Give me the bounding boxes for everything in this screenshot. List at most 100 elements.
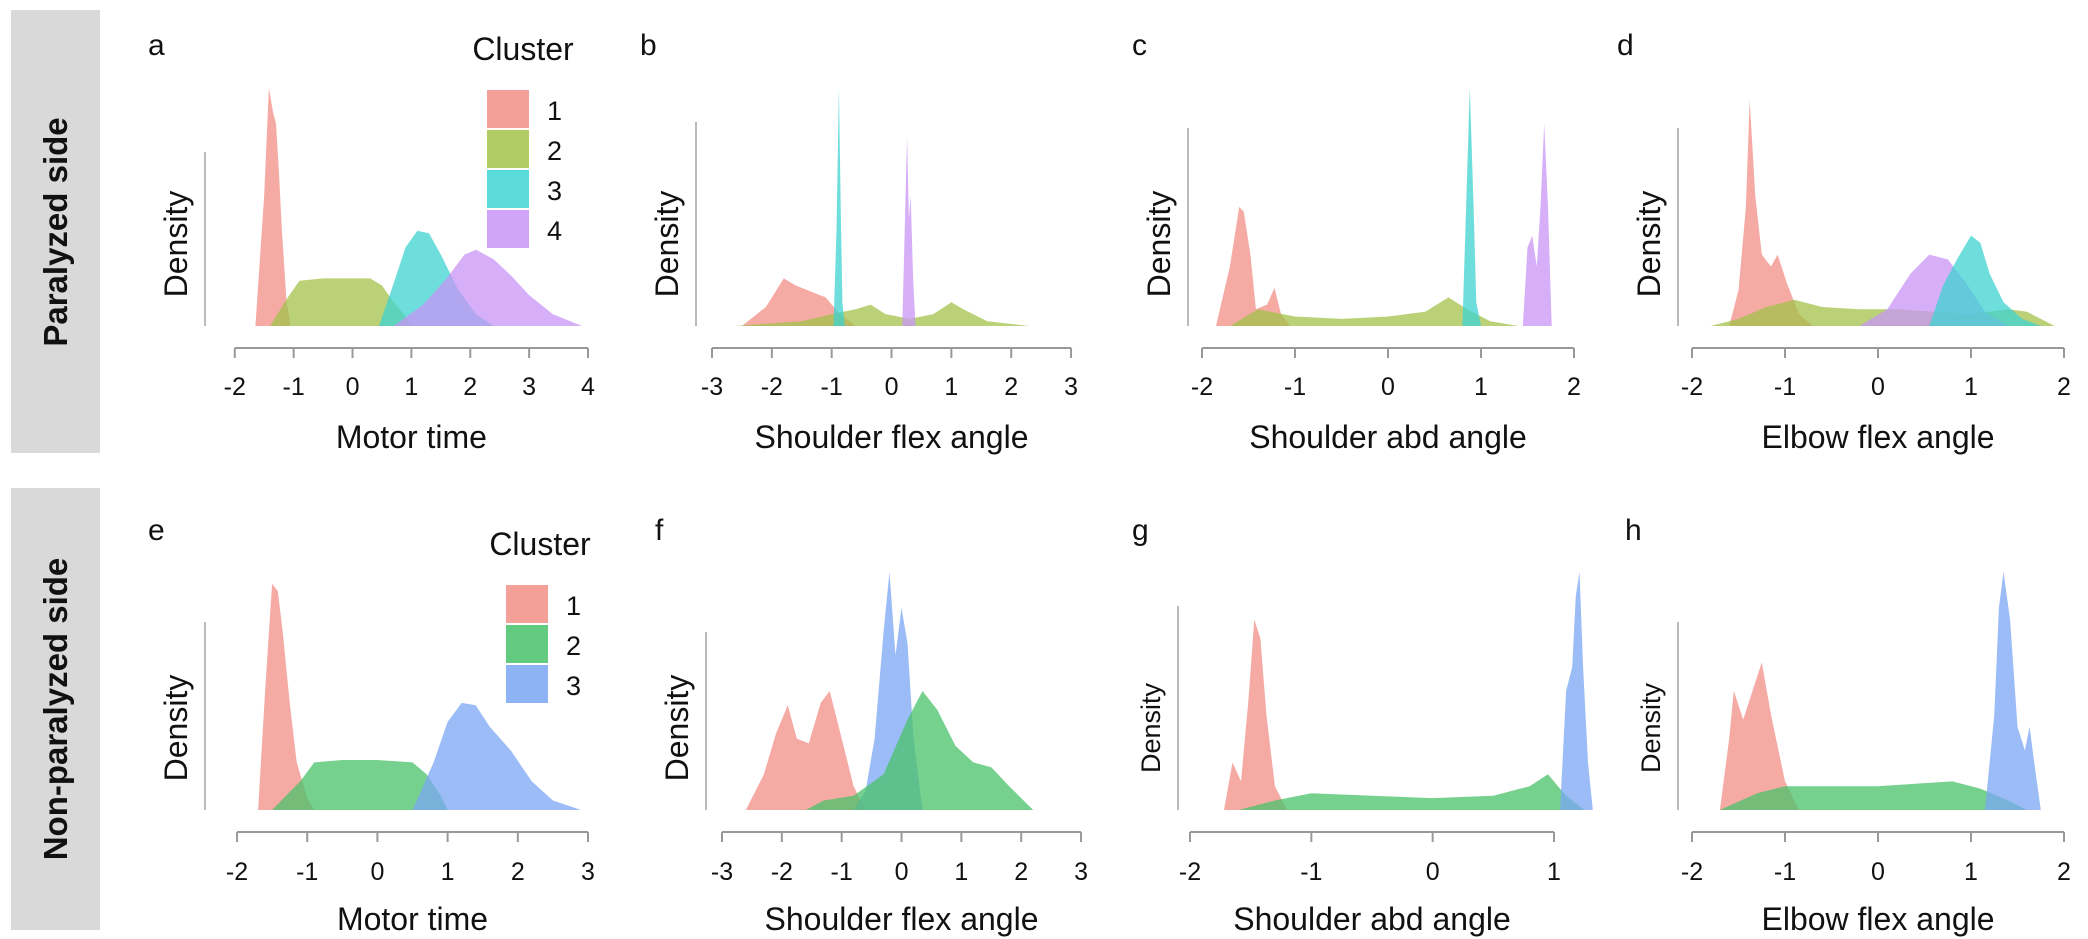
- legend-title: Cluster: [472, 31, 574, 67]
- x-tick-label: 0: [1871, 858, 1885, 886]
- x-tick-label: -1: [1774, 373, 1796, 401]
- legend-swatch-1: [506, 585, 548, 623]
- legend-label-2: 2: [566, 631, 581, 661]
- legend-swatch-3: [487, 170, 529, 208]
- x-tick-label: -1: [1284, 373, 1306, 401]
- panel-letter: g: [1132, 514, 1149, 547]
- panel-letter: f: [655, 514, 664, 547]
- legend-label-3: 3: [566, 671, 581, 701]
- density-area-cluster-3: [833, 88, 845, 326]
- x-tick-label: 0: [370, 858, 384, 886]
- legend-swatch-1: [487, 90, 529, 128]
- x-tick-label: 1: [441, 858, 455, 886]
- x-tick-label: 2: [1567, 373, 1581, 401]
- x-tick-label: 0: [1426, 858, 1440, 886]
- density-area-cluster-3: [1560, 572, 1593, 810]
- density-area-cluster-1: [258, 583, 315, 810]
- y-axis-label: Density: [1136, 682, 1166, 773]
- density-area-cluster-2: [272, 760, 448, 810]
- panel-f: -3 -2 -1 0 1 2 3 Shoulder flex angle Density f: [655, 514, 1088, 937]
- legend-label-4: 4: [547, 216, 562, 246]
- x-tick-label: 3: [1074, 858, 1088, 886]
- panel-letter: e: [148, 514, 165, 547]
- y-axis-label: Density: [1636, 682, 1666, 773]
- density-area-cluster-3: [1985, 572, 2041, 810]
- density-area-cluster-2: [1719, 781, 2027, 810]
- panel-letter: b: [640, 29, 657, 62]
- density-area-cluster-2: [1238, 774, 1585, 810]
- x-tick-label: -2: [1681, 373, 1703, 401]
- density-area-cluster-2: [1229, 297, 1519, 326]
- y-axis-label: Density: [158, 675, 194, 782]
- legend-non-paralyzed: Cluster 1 2 3: [489, 526, 591, 703]
- density-area-cluster-4: [393, 249, 583, 326]
- x-tick-label: 1: [404, 373, 418, 401]
- x-tick-label: 0: [1381, 373, 1395, 401]
- x-axis-label: Motor time: [337, 901, 488, 937]
- x-tick-label: 2: [1004, 373, 1018, 401]
- x-tick-label: -2: [226, 858, 248, 886]
- density-area-cluster-1: [1224, 619, 1288, 810]
- legend-swatch-2: [487, 130, 529, 168]
- x-tick-label: -1: [283, 373, 305, 401]
- x-axis-label: Elbow flex angle: [1761, 419, 1994, 455]
- x-tick-label: 0: [885, 373, 899, 401]
- x-axis-label: Elbow flex angle: [1761, 901, 1994, 937]
- panel-letter: h: [1625, 514, 1642, 547]
- x-axis-label: Motor time: [336, 419, 487, 455]
- x-tick-label: -1: [831, 858, 853, 886]
- legend-label-1: 1: [547, 96, 562, 126]
- y-axis-label: Density: [1631, 191, 1667, 298]
- x-tick-label: 2: [463, 373, 477, 401]
- y-axis-label: Density: [649, 191, 685, 298]
- x-tick-label: 3: [1064, 373, 1078, 401]
- panel-letter: c: [1132, 29, 1147, 62]
- panel-a: -2 -1 0 1 2 3 4 Motor time Density a: [148, 29, 595, 455]
- density-area-cluster-3: [1929, 235, 2041, 326]
- x-tick-label: -2: [771, 858, 793, 886]
- density-area-cluster-2: [805, 691, 1034, 810]
- density-area-cluster-1: [255, 88, 291, 326]
- x-axis-label: Shoulder abd angle: [1233, 901, 1511, 937]
- x-tick-label: -1: [296, 858, 318, 886]
- panel-letter: a: [148, 29, 165, 62]
- legend-label-1: 1: [566, 591, 581, 621]
- x-tick-label: -1: [1774, 858, 1796, 886]
- row-label-paralyzed: Paralyzed side: [11, 10, 100, 453]
- density-area-cluster-4: [1522, 123, 1552, 326]
- density-area-cluster-1: [745, 691, 866, 810]
- density-area-cluster-1: [1729, 99, 1813, 327]
- x-tick-label: 1: [1964, 373, 1978, 401]
- panel-letter: d: [1617, 29, 1634, 62]
- density-area-cluster-1: [1719, 662, 1799, 810]
- legend-swatch-4: [487, 210, 529, 248]
- x-tick-label: 2: [511, 858, 525, 886]
- legend-swatch-3: [506, 665, 548, 703]
- legend-swatch-2: [506, 625, 548, 663]
- x-tick-label: 0: [895, 858, 909, 886]
- x-tick-label: -3: [711, 858, 733, 886]
- legend-paralyzed: Cluster 1 2 3 4: [472, 31, 574, 248]
- x-tick-label: 4: [581, 373, 595, 401]
- density-area-cluster-3: [412, 702, 581, 810]
- panel-d: -2 -1 0 1 2 Elbow flex angle Density d: [1617, 29, 2071, 455]
- x-tick-label: 1: [1547, 858, 1561, 886]
- x-tick-label: 1: [1474, 373, 1488, 401]
- x-tick-label: 3: [581, 858, 595, 886]
- x-axis-label: Shoulder flex angle: [765, 901, 1039, 937]
- x-tick-label: 2: [2057, 373, 2071, 401]
- panel-g: -2 -1 0 1 Shoulder abd angle Density g: [1132, 514, 1593, 937]
- density-area-cluster-2: [270, 278, 412, 326]
- x-tick-label: -3: [701, 373, 723, 401]
- x-tick-label: -2: [224, 373, 246, 401]
- panel-c: -2 -1 0 1 2 Shoulder abd angle Density c: [1132, 29, 1581, 455]
- x-tick-label: 1: [954, 858, 968, 886]
- legend-title: Cluster: [489, 526, 591, 562]
- row-label-non-paralyzed: Non-paralyzed side: [11, 488, 100, 930]
- x-tick-label: -1: [1300, 858, 1322, 886]
- panel-e: -2 -1 0 1 2 3 Motor time Density e: [148, 514, 595, 937]
- legend-label-3: 3: [547, 176, 562, 206]
- x-tick-label: -2: [1191, 373, 1213, 401]
- y-axis-label: Density: [158, 191, 194, 298]
